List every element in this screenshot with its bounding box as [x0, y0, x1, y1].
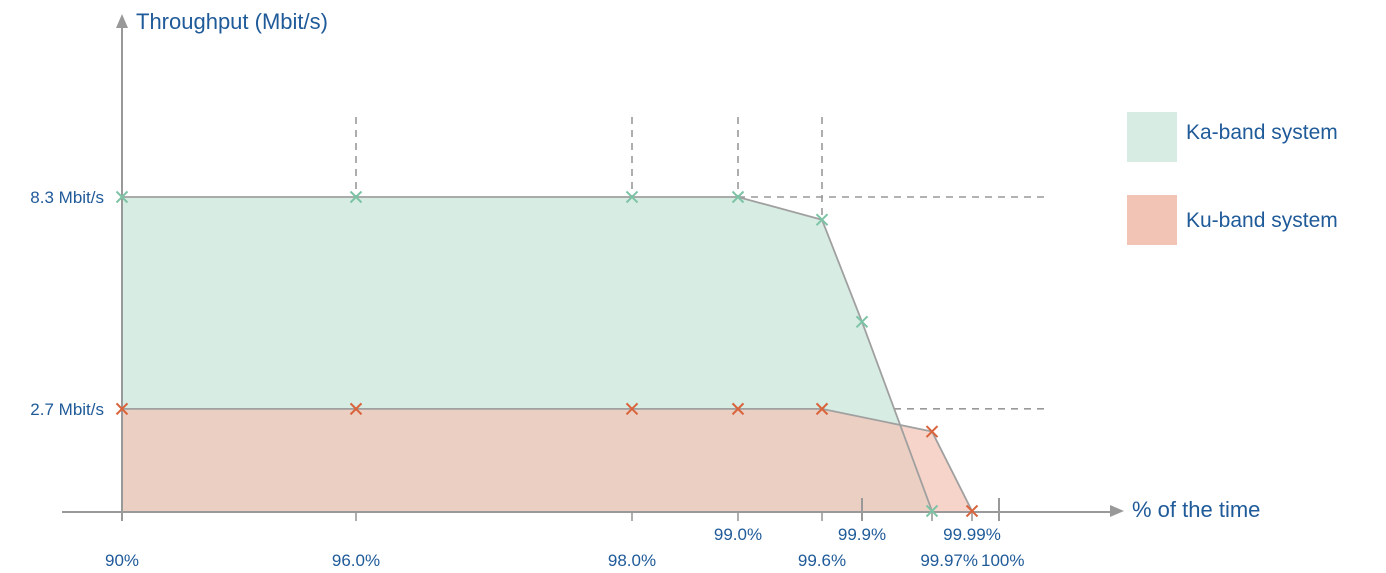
data-point-ku-band: [815, 402, 829, 416]
data-point-ka-band: [115, 190, 129, 204]
legend-label-ka-band: Ka-band system: [1186, 121, 1338, 144]
marker-stroke: [349, 402, 363, 416]
data-point-ka-band: [855, 315, 869, 329]
data-point-ka-band: [625, 190, 639, 204]
legend-swatch-ku-band: [1127, 195, 1177, 245]
x-tick-label: 99.9%: [838, 525, 886, 544]
legend-swatch-ka-band: [1127, 112, 1177, 162]
data-point-ku-band: [115, 402, 129, 416]
y-tick-label: 2.7 Mbit/s: [30, 400, 104, 419]
marker-stroke: [925, 425, 939, 438]
marker-stroke: [115, 190, 129, 204]
x-tick-label: 90%: [105, 551, 139, 570]
x-tick-label: 96.0%: [332, 551, 380, 570]
x-tick-label: 99.6%: [798, 551, 846, 570]
x-axis-arrow: [1110, 505, 1124, 517]
data-point-ka-band: [925, 504, 939, 518]
y-axis-title: Throughput (Mbit/s): [136, 9, 328, 34]
x-tick-label: 99.0%: [714, 525, 762, 544]
x-tick-label: 98.0%: [608, 551, 656, 570]
x-tick-label: 100%: [981, 551, 1024, 570]
area-fills: [122, 197, 972, 511]
data-point-ka-band: [815, 213, 829, 226]
x-tick-label: 99.99%: [943, 525, 1001, 544]
data-point-ku-band: [965, 504, 979, 518]
tick-labels: 8.3 Mbit/s 2.7 Mbit/s 90% 96.0% 98.0% 99.0% 99…: [30, 188, 1024, 570]
marker-stroke: [815, 213, 829, 226]
axes: [62, 14, 1124, 521]
data-point-ku-band: [625, 402, 639, 416]
marker-stroke: [855, 315, 869, 329]
data-point-ku-band: [925, 425, 939, 438]
x-axis-title: % of the time: [1132, 497, 1260, 522]
data-point-ku-band: [731, 402, 745, 416]
x-tick-label: 99.97%: [920, 551, 978, 570]
marker-stroke: [731, 402, 745, 416]
data-point-ka-band: [349, 190, 363, 204]
data-point-ka-band: [731, 190, 745, 204]
legend: Ka-band system Ku-band system: [1127, 112, 1338, 245]
point-markers: [115, 190, 979, 518]
data-point-ku-band: [349, 402, 363, 416]
marker-stroke: [115, 402, 129, 416]
y-tick-label: 8.3 Mbit/s: [30, 188, 104, 207]
y-axis-arrow: [116, 14, 128, 28]
legend-label-ku-band: Ku-band system: [1186, 209, 1338, 232]
marker-stroke: [815, 402, 829, 416]
area-ku-band: [122, 408, 972, 511]
marker-stroke: [965, 504, 979, 518]
marker-stroke: [625, 190, 639, 204]
marker-stroke: [349, 190, 363, 204]
marker-stroke: [625, 402, 639, 416]
marker-stroke: [925, 504, 939, 518]
marker-stroke: [731, 190, 745, 204]
